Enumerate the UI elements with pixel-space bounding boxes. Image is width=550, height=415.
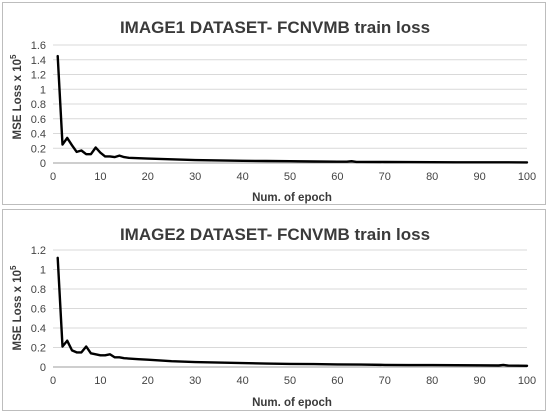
chart-1: IMAGE1 DATASET- FCNVMB train loss 0 0.2 0.… <box>9 18 536 204</box>
x-axis-title: Num. of epoch <box>252 397 332 409</box>
y-axis-title: MSE Loss x 105 <box>9 54 24 140</box>
y-tick-label: 0.2 <box>31 343 46 355</box>
y-axis-title-exponent: 5 <box>9 54 18 59</box>
x-tick-label: 40 <box>236 375 248 387</box>
x-tick-label: 50 <box>284 375 296 387</box>
train-loss-line <box>56 256 529 368</box>
y-tick-label: 1 <box>40 265 46 277</box>
x-axis-title: Num. of epoch <box>252 192 332 204</box>
y-tick-label: 0.8 <box>31 284 46 296</box>
x-tick-label: 60 <box>331 375 343 387</box>
x-tick-label: 90 <box>473 171 485 183</box>
y-tick-label: 0.8 <box>31 99 46 111</box>
y-tick-label: 0.6 <box>31 114 46 126</box>
x-tick-label: 30 <box>189 375 201 387</box>
chart-2: IMAGE2 DATASET- FCNVMB train loss 0 0.2 0.… <box>9 225 536 409</box>
chart-panel-2: IMAGE2 DATASET- FCNVMB train loss 0 0.2 0.… <box>2 209 546 411</box>
y-axis-title-text: MSE Loss x 10 <box>12 59 24 140</box>
y-tick-label: 1.2 <box>31 245 46 257</box>
chart-title: IMAGE1 DATASET- FCNVMB train loss <box>120 18 430 37</box>
y-tick-label: 1 <box>40 84 46 96</box>
y-tick-label: 0.4 <box>31 129 46 141</box>
x-tick-label: 60 <box>331 171 343 183</box>
y-tick-label: 0.4 <box>31 323 46 335</box>
x-tick-label: 100 <box>518 171 536 183</box>
x-tick-label: 70 <box>379 375 391 387</box>
y-axis-title-text: MSE Loss x 10 <box>12 270 24 351</box>
y-tick-label: 0.6 <box>31 304 46 316</box>
x-tick-label: 20 <box>142 171 154 183</box>
x-tick-label: 30 <box>189 171 201 183</box>
x-tick-label: 50 <box>284 171 296 183</box>
x-tick-label: 90 <box>473 375 485 387</box>
x-tick-label: 80 <box>426 375 438 387</box>
train-loss-line <box>56 54 529 164</box>
y-axis-title-exponent: 5 <box>9 265 18 270</box>
x-tick-label: 0 <box>50 171 56 183</box>
chart-title: IMAGE2 DATASET- FCNVMB train loss <box>120 225 430 244</box>
x-tick-label: 10 <box>94 375 106 387</box>
x-tick-label: 40 <box>236 171 248 183</box>
x-tick-label: 100 <box>518 375 536 387</box>
chart-panel-1: IMAGE1 DATASET- FCNVMB train loss 0 0.2 0.… <box>2 2 546 205</box>
x-tick-label: 10 <box>94 171 106 183</box>
y-tick-label: 0.2 <box>31 143 46 155</box>
y-tick-label: 1.6 <box>31 40 46 52</box>
y-tick-label: 0 <box>40 362 46 374</box>
x-tick-label: 80 <box>426 171 438 183</box>
y-tick-label: 1.2 <box>31 70 46 82</box>
y-axis-title: MSE Loss x 105 <box>9 265 24 351</box>
y-tick-label: 0 <box>40 158 46 170</box>
x-tick-label: 0 <box>50 375 56 387</box>
y-tick-label: 1.4 <box>31 55 46 67</box>
x-tick-label: 70 <box>379 171 391 183</box>
x-tick-label: 20 <box>142 375 154 387</box>
